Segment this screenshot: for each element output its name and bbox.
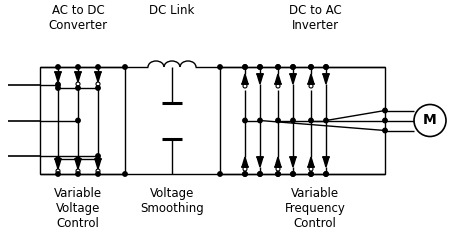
Circle shape bbox=[56, 172, 60, 176]
Polygon shape bbox=[75, 159, 81, 169]
Text: AC to DC
Converter: AC to DC Converter bbox=[48, 4, 108, 32]
Circle shape bbox=[258, 118, 262, 123]
Circle shape bbox=[309, 118, 313, 123]
Text: Variable
Frequency
Control: Variable Frequency Control bbox=[284, 187, 346, 230]
Circle shape bbox=[243, 65, 247, 69]
Text: DC Link: DC Link bbox=[149, 4, 195, 17]
Text: DC to AC
Inverter: DC to AC Inverter bbox=[289, 4, 341, 32]
Circle shape bbox=[123, 172, 127, 176]
Polygon shape bbox=[323, 157, 329, 167]
Circle shape bbox=[96, 172, 100, 176]
Circle shape bbox=[123, 65, 127, 69]
Circle shape bbox=[218, 65, 222, 69]
Polygon shape bbox=[75, 72, 81, 82]
Polygon shape bbox=[242, 157, 248, 167]
Polygon shape bbox=[323, 74, 329, 84]
Polygon shape bbox=[55, 159, 61, 169]
Circle shape bbox=[276, 172, 280, 176]
Circle shape bbox=[309, 65, 313, 69]
Circle shape bbox=[309, 172, 313, 176]
Bar bbox=[220, 67, 385, 174]
Circle shape bbox=[243, 172, 247, 176]
Circle shape bbox=[243, 172, 247, 176]
Circle shape bbox=[291, 172, 295, 176]
Text: M: M bbox=[423, 113, 437, 128]
Polygon shape bbox=[308, 157, 314, 167]
Polygon shape bbox=[308, 74, 314, 84]
Circle shape bbox=[276, 65, 280, 69]
Text: Voltage
Smoothing: Voltage Smoothing bbox=[140, 187, 204, 215]
Circle shape bbox=[258, 172, 262, 176]
Polygon shape bbox=[257, 74, 263, 84]
Circle shape bbox=[96, 86, 100, 90]
Circle shape bbox=[56, 157, 60, 161]
Circle shape bbox=[56, 86, 60, 90]
Polygon shape bbox=[95, 159, 101, 169]
Polygon shape bbox=[242, 74, 248, 84]
Circle shape bbox=[96, 65, 100, 69]
Circle shape bbox=[276, 118, 280, 123]
Circle shape bbox=[258, 65, 262, 69]
Circle shape bbox=[258, 172, 262, 176]
Circle shape bbox=[291, 65, 295, 69]
Circle shape bbox=[309, 65, 313, 69]
Polygon shape bbox=[55, 72, 61, 82]
Bar bbox=[40, 67, 125, 174]
Circle shape bbox=[76, 157, 80, 161]
Polygon shape bbox=[290, 74, 296, 84]
Circle shape bbox=[56, 83, 60, 87]
Polygon shape bbox=[275, 157, 281, 167]
Circle shape bbox=[96, 154, 100, 158]
Circle shape bbox=[291, 172, 295, 176]
Circle shape bbox=[291, 65, 295, 69]
Circle shape bbox=[324, 172, 328, 176]
Circle shape bbox=[383, 128, 387, 133]
Circle shape bbox=[383, 118, 387, 123]
Circle shape bbox=[324, 65, 328, 69]
Circle shape bbox=[76, 172, 80, 176]
Circle shape bbox=[243, 118, 247, 123]
Polygon shape bbox=[95, 72, 101, 82]
Circle shape bbox=[218, 172, 222, 176]
Circle shape bbox=[76, 86, 80, 90]
Circle shape bbox=[291, 118, 295, 123]
Text: Variable
Voltage
Control: Variable Voltage Control bbox=[54, 187, 102, 230]
Circle shape bbox=[76, 65, 80, 69]
Circle shape bbox=[383, 108, 387, 113]
Circle shape bbox=[276, 172, 280, 176]
Circle shape bbox=[76, 118, 80, 123]
Circle shape bbox=[276, 65, 280, 69]
Circle shape bbox=[324, 172, 328, 176]
Circle shape bbox=[258, 65, 262, 69]
Polygon shape bbox=[257, 157, 263, 167]
Circle shape bbox=[96, 157, 100, 161]
Circle shape bbox=[324, 65, 328, 69]
Polygon shape bbox=[290, 157, 296, 167]
Circle shape bbox=[324, 118, 328, 123]
Circle shape bbox=[309, 172, 313, 176]
Circle shape bbox=[243, 65, 247, 69]
Circle shape bbox=[56, 65, 60, 69]
Polygon shape bbox=[275, 74, 281, 84]
